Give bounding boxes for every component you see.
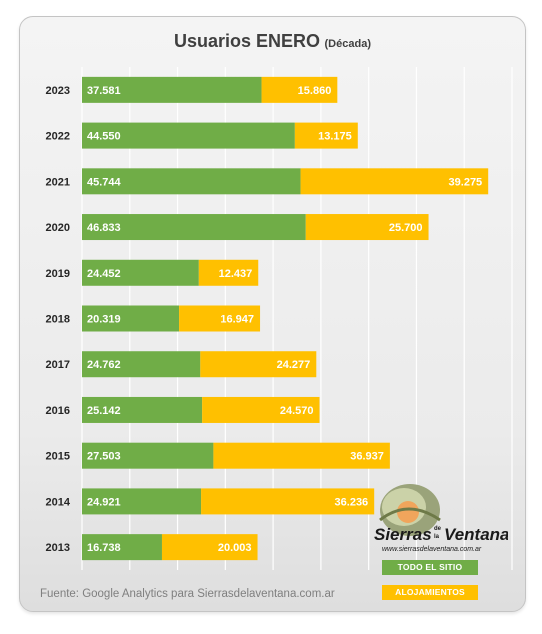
category-label: 2016: [46, 405, 70, 417]
data-label-alojamientos: 12.437: [219, 268, 253, 280]
category-label: 2014: [46, 496, 71, 508]
data-label-todo-el-sitio: 20.319: [87, 314, 121, 326]
source-footer: Fuente: Google Analytics para Sierrasdel…: [40, 588, 335, 600]
data-label-todo-el-sitio: 24.921: [87, 496, 121, 508]
data-label-todo-el-sitio: 37.581: [87, 85, 121, 97]
bar-alojamientos: [300, 168, 489, 195]
bar-alojamientos: [198, 259, 259, 286]
data-label-todo-el-sitio: 24.452: [87, 268, 121, 280]
category-label: 2019: [46, 268, 70, 280]
svg-text:Sierras: Sierras: [374, 525, 432, 544]
category-label: 2022: [46, 131, 70, 143]
legend-alojamientos: ALOJAMIENTOS: [382, 585, 478, 600]
bar-todo-el-sitio: [82, 534, 162, 561]
bar-todo-el-sitio: [82, 168, 301, 195]
bar-alojamientos: [200, 351, 317, 378]
bar-alojamientos: [161, 534, 258, 561]
chart-title: Usuarios ENERO (Década): [20, 31, 525, 52]
data-label-todo-el-sitio: 44.550: [87, 131, 121, 143]
bar-alojamientos: [202, 396, 320, 423]
data-label-todo-el-sitio: 45.744: [87, 176, 122, 188]
data-label-alojamientos: 16.947: [220, 314, 254, 326]
bar-todo-el-sitio: [82, 214, 306, 241]
data-label-todo-el-sitio: 27.503: [87, 451, 121, 463]
legend-todo-el-sitio: TODO EL SITIO: [382, 560, 478, 575]
bar-alojamientos: [179, 305, 261, 332]
bar-todo-el-sitio: [82, 76, 262, 103]
bar-alojamientos: [213, 442, 390, 469]
category-label: 2020: [46, 222, 70, 234]
bar-todo-el-sitio: [82, 305, 180, 332]
bar-alojamientos: [305, 214, 429, 241]
sierras-logo: Sierras de la Ventana www.sierrasdelaven…: [368, 476, 510, 556]
bar-todo-el-sitio: [82, 122, 295, 149]
title-subtitle: (Década): [324, 38, 371, 50]
data-label-alojamientos: 36.937: [350, 451, 384, 463]
data-label-alojamientos: 25.700: [389, 222, 423, 234]
category-label: 2013: [46, 542, 70, 554]
category-label: 2018: [46, 314, 70, 326]
bar-todo-el-sitio: [82, 396, 203, 423]
bar-alojamientos: [294, 122, 358, 149]
data-label-todo-el-sitio: 24.762: [87, 359, 121, 371]
logo-emblem-icon: Sierras de la Ventana www.sierrasdelaven…: [374, 484, 510, 553]
title-main: Usuarios ENERO: [174, 31, 321, 51]
data-label-todo-el-sitio: 46.833: [87, 222, 121, 234]
data-label-alojamientos: 20.003: [218, 542, 252, 554]
category-label: 2015: [46, 451, 70, 463]
data-label-alojamientos: 15.860: [298, 85, 332, 97]
data-label-todo-el-sitio: 25.142: [87, 405, 121, 417]
bar-plot: 2023 37.581 15.860 2022 44.550 13.175 2021 45.7…: [46, 67, 513, 570]
svg-text:de: de: [434, 526, 442, 532]
data-label-alojamientos: 24.277: [277, 359, 311, 371]
bar-todo-el-sitio: [82, 488, 202, 515]
data-label-alojamientos: 24.570: [280, 405, 314, 417]
category-label: 2023: [46, 85, 70, 97]
data-label-todo-el-sitio: 16.738: [87, 542, 121, 554]
data-label-alojamientos: 36.236: [335, 496, 369, 508]
data-label-alojamientos: 13.175: [318, 131, 352, 143]
logo-url: www.sierrasdelaventana.com.ar: [382, 546, 482, 553]
bar-todo-el-sitio: [82, 442, 214, 469]
svg-text:Ventana: Ventana: [444, 525, 508, 544]
bar-alojamientos: [261, 76, 338, 103]
category-label: 2017: [46, 359, 70, 371]
category-label: 2021: [46, 176, 70, 188]
data-label-alojamientos: 39.275: [449, 176, 483, 188]
chart-card: Usuarios ENERO (Década) 2023 37.581 15.860…: [19, 16, 526, 612]
bar-todo-el-sitio: [82, 351, 201, 378]
bar-alojamientos: [201, 488, 375, 515]
svg-text:la: la: [434, 534, 440, 540]
bar-todo-el-sitio: [82, 259, 199, 286]
